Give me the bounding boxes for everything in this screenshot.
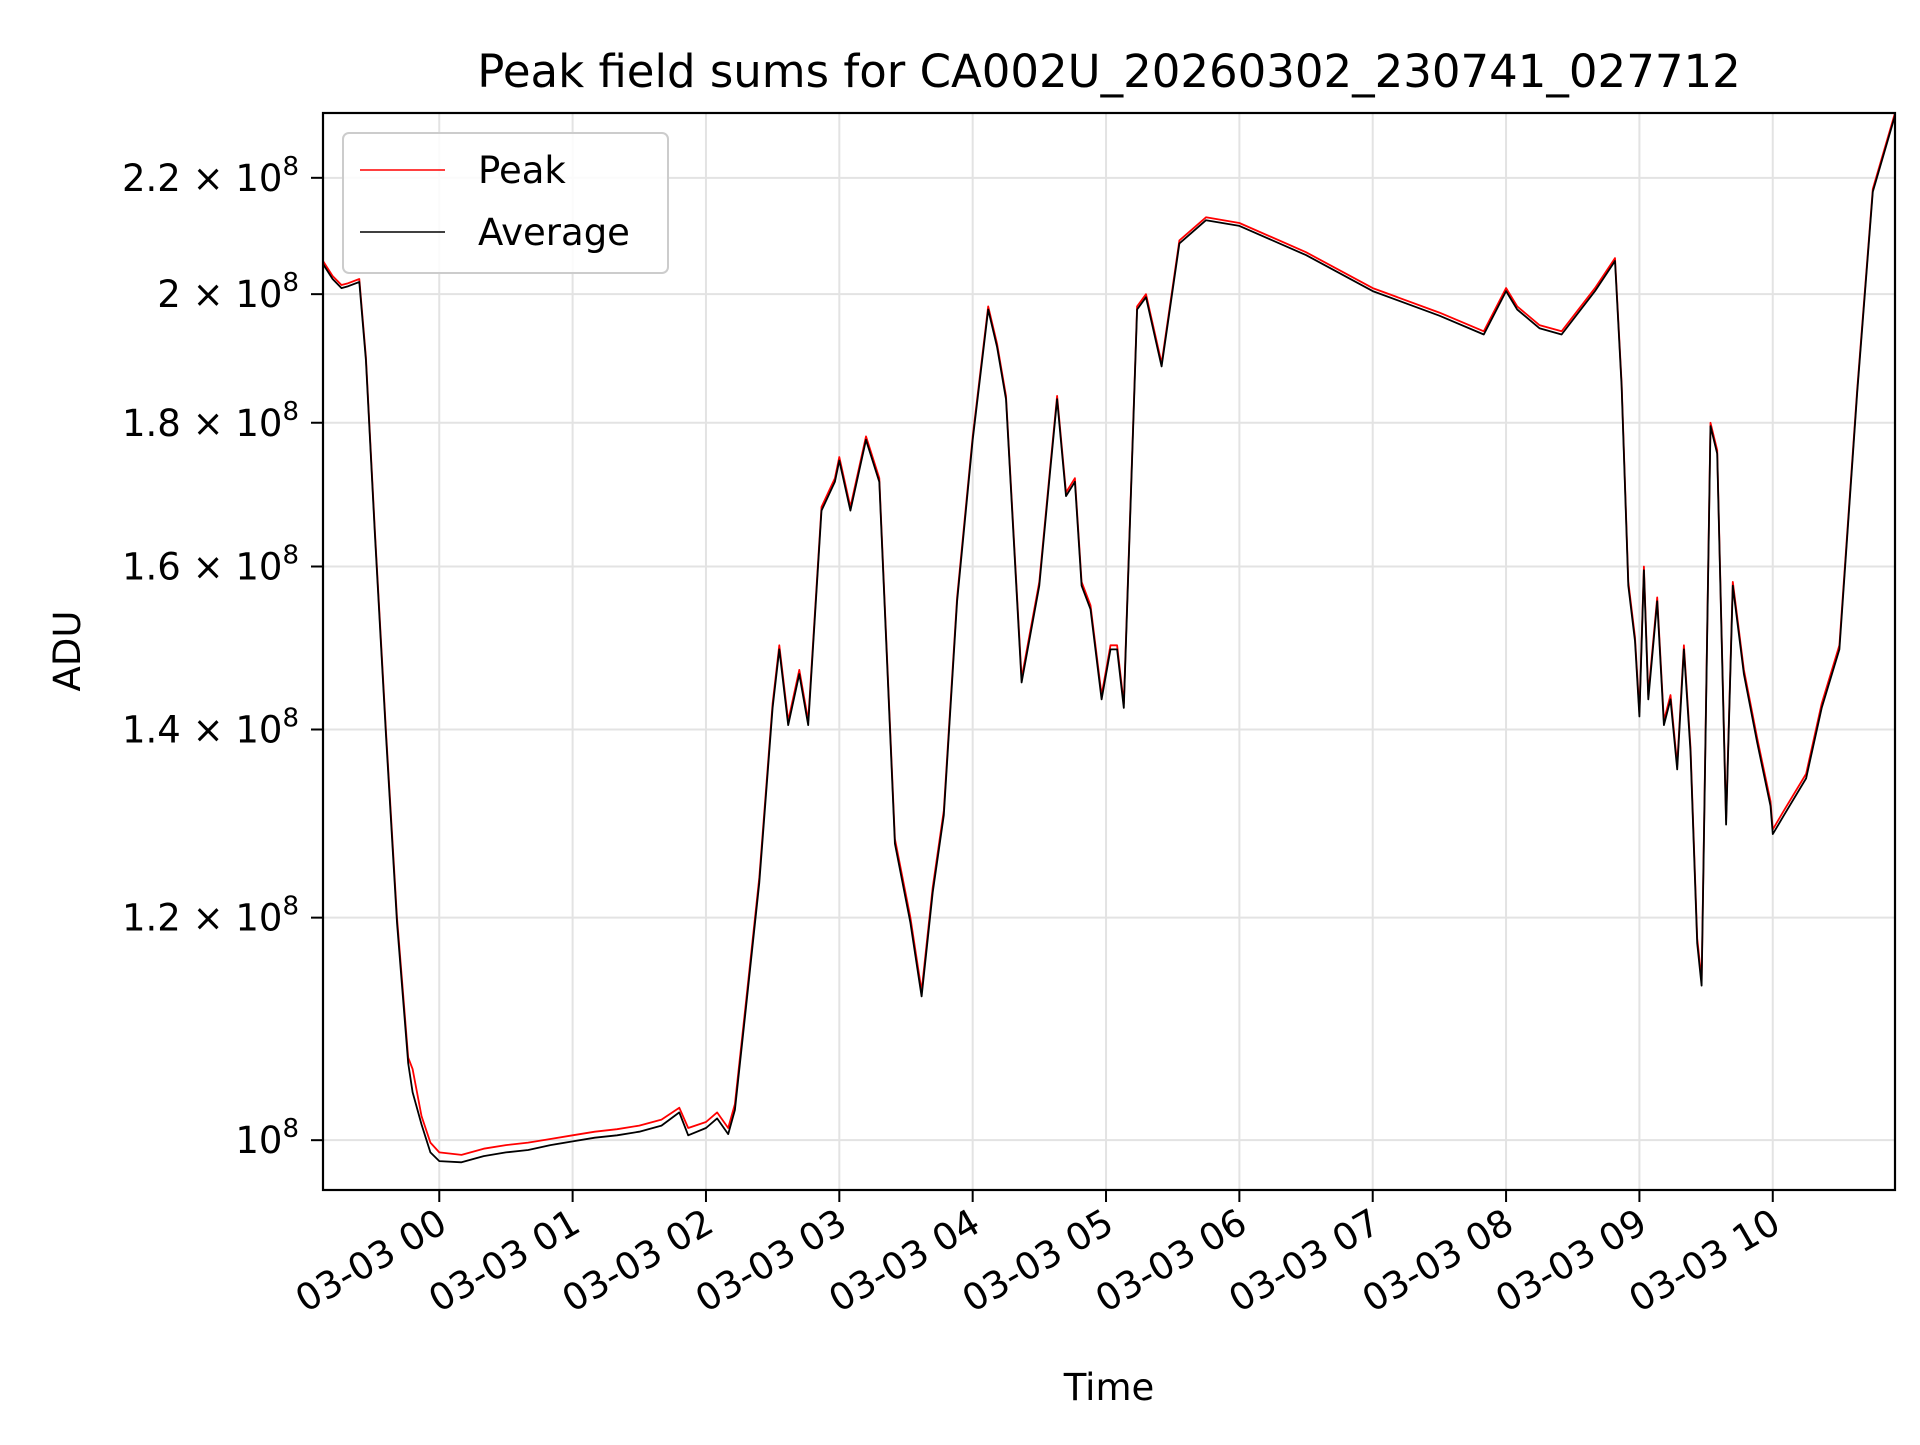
- y-tick-base: 10: [235, 273, 282, 316]
- y-tick-mantissa: 1.6 ×: [122, 546, 235, 589]
- legend: Peak Average: [342, 132, 669, 274]
- x-tick-label: 03-03 07: [1222, 1201, 1388, 1321]
- x-tick-label: 03-03 09: [1488, 1201, 1654, 1321]
- y-tick-exponent: 8: [282, 541, 299, 571]
- x-tick-label: 03-03 02: [555, 1201, 721, 1321]
- y-tick-exponent: 8: [282, 152, 299, 182]
- y-tick-label: 108: [235, 1114, 299, 1162]
- y-tick-mantissa: 2 ×: [157, 273, 235, 316]
- y-tick-label: 2 × 108: [157, 268, 299, 316]
- y-tick-mantissa: 1.8 ×: [122, 402, 235, 445]
- y-axis-title: ADU: [46, 611, 89, 692]
- y-tick-exponent: 8: [282, 892, 299, 922]
- chart-title: Peak field sums for CA002U_20260302_2307…: [477, 45, 1740, 98]
- x-tick-label: 03-03 10: [1622, 1201, 1788, 1321]
- y-tick-label: 1.6 × 108: [122, 541, 299, 589]
- y-tick-exponent: 8: [282, 268, 299, 298]
- series-lines: [322, 112, 1896, 1164]
- y-tick-base: 10: [235, 157, 282, 200]
- legend-frame: [342, 132, 669, 274]
- y-tick-base: 10: [235, 708, 282, 751]
- legend-label-average: Average: [478, 211, 630, 254]
- legend-label-peak: Peak: [478, 149, 566, 192]
- y-tick-mantissa: 1.2 ×: [122, 897, 235, 940]
- y-tick-base: 10: [235, 402, 282, 445]
- x-tick-label: 03-03 03: [688, 1201, 854, 1321]
- x-tick-label: 03-03 00: [288, 1201, 454, 1321]
- y-tick-base: 10: [235, 546, 282, 589]
- plot-frame: [321, 111, 1897, 1192]
- y-tick-exponent: 8: [282, 397, 299, 427]
- y-tick-label: 1.2 × 108: [122, 892, 299, 940]
- y-tick-mantissa: 1.4 ×: [122, 708, 235, 751]
- x-axis-title: Time: [1063, 1366, 1155, 1409]
- y-tick-label: 2.2 × 108: [122, 152, 299, 200]
- x-tick-label: 03-03 05: [955, 1201, 1121, 1321]
- series-line-average: [322, 115, 1896, 1164]
- y-tick-base: 10: [235, 1119, 282, 1162]
- y-tick-base: 10: [235, 897, 282, 940]
- x-tick-label: 03-03 06: [1088, 1201, 1254, 1321]
- y-tick-exponent: 8: [282, 703, 299, 733]
- x-tick-label: 03-03 04: [822, 1201, 988, 1321]
- x-tick-label: 03-03 08: [1355, 1201, 1521, 1321]
- y-tick-exponent: 8: [282, 1114, 299, 1144]
- y-tick-label: 1.8 × 108: [122, 397, 299, 445]
- y-tick-mantissa: 2.2 ×: [122, 157, 235, 200]
- x-tick-label: 03-03 01: [422, 1201, 588, 1321]
- y-tick-label: 1.4 × 108: [122, 703, 299, 751]
